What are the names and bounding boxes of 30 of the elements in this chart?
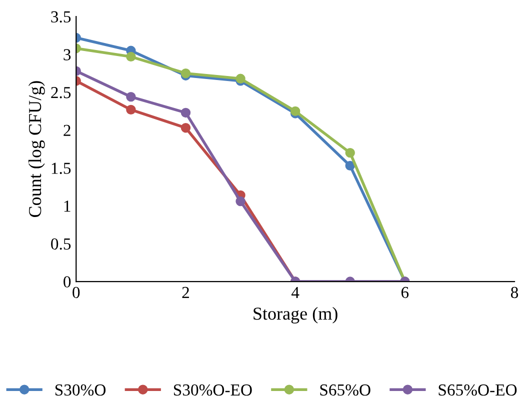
point: [180, 108, 191, 118]
x-axis-title: Storage (m): [254, 307, 338, 324]
y-tick-label: 0.5: [51, 238, 71, 250]
point: [126, 52, 136, 62]
point: [236, 74, 246, 84]
y-tick-label: 0: [64, 276, 71, 288]
x-tick-label: 4: [291, 286, 300, 298]
y-axis-title: Count (log CFU/g): [28, 81, 45, 218]
x-tick-label: 6: [401, 286, 409, 298]
point: [180, 68, 191, 78]
legend-label: S30%O-EO: [174, 384, 252, 396]
point: [345, 160, 355, 171]
y-tick-label: 1: [64, 200, 70, 212]
y-tick-label: 2: [64, 124, 70, 136]
y-tick-label: 2.5: [51, 87, 71, 98]
point: [290, 106, 300, 116]
point: [126, 104, 136, 115]
x-tick-label: 8: [510, 286, 518, 298]
legend-label: S30%O: [55, 384, 106, 396]
legend-label: S65%O-EO: [438, 384, 517, 396]
point: [180, 122, 191, 133]
y-tick-label: 3: [64, 49, 71, 60]
x-tick-label: 2: [182, 286, 189, 298]
point: [345, 148, 355, 158]
point: [126, 92, 136, 102]
x-tick-label: 0: [72, 286, 80, 298]
point: [236, 196, 246, 206]
legend-label: S65%O: [320, 384, 370, 396]
y-tick-label: 3.5: [51, 11, 71, 23]
y-tick-label: 1.5: [52, 162, 71, 174]
